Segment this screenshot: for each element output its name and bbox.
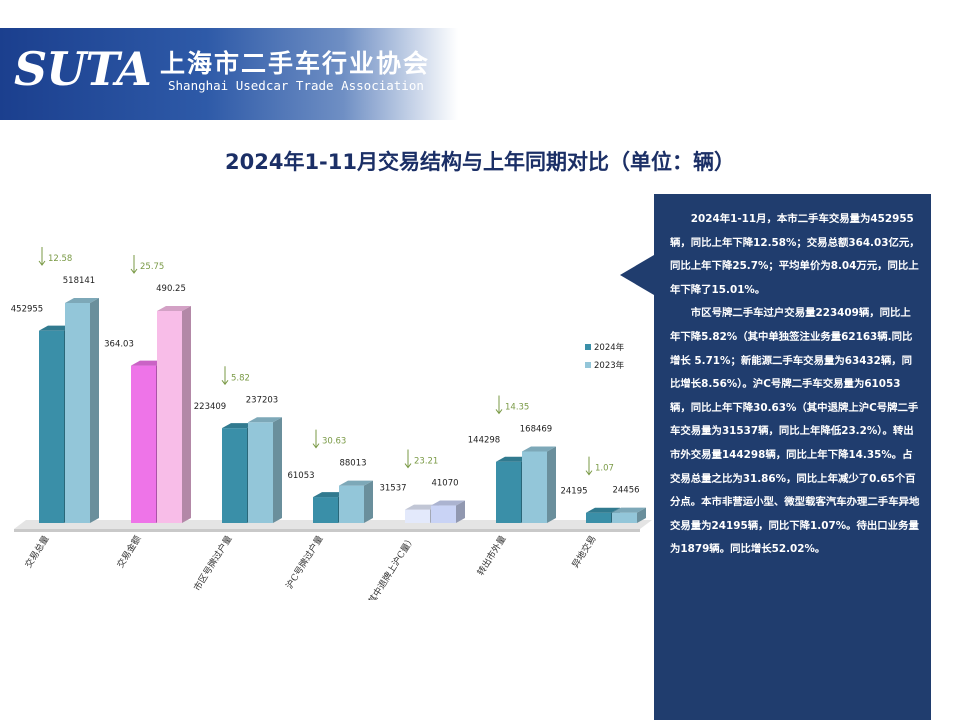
data-label-2023-5: 168469 xyxy=(520,424,552,434)
category-label-4: （其中退牌上沪C量） xyxy=(361,533,418,600)
change-label-6: 1.07 xyxy=(595,464,614,474)
data-label-2023-1: 490.25 xyxy=(156,284,186,294)
category-label-5: 转出市外量 xyxy=(475,533,509,578)
data-label-2024-4: 31537 xyxy=(379,484,406,494)
org-name-cn: 上海市二手车行业协会 xyxy=(160,49,431,78)
bar-2023-6 xyxy=(612,507,646,523)
bar-2023-1 xyxy=(157,306,191,523)
chart-floor-edge xyxy=(14,529,640,532)
change-label-2: 5.82 xyxy=(231,373,250,383)
change-arrow-head-3 xyxy=(312,443,320,449)
category-label-0: 交易总量 xyxy=(22,533,51,570)
change-arrow-head-0 xyxy=(38,260,46,266)
legend-swatch-1 xyxy=(585,362,591,368)
legend-label-0: 2024年 xyxy=(594,342,625,353)
change-label-5: 14.35 xyxy=(505,402,529,412)
change-label-3: 30.63 xyxy=(322,437,346,447)
bar-2023-2 xyxy=(248,417,282,523)
data-label-2023-0: 518141 xyxy=(63,276,95,286)
bar-2023-5 xyxy=(522,446,556,523)
change-label-0: 12.58 xyxy=(48,254,72,264)
category-label-2: 市区号牌过户量 xyxy=(191,533,235,593)
bar-chart: 452955 518141 12.58 交易总量 364.03 490.25 25.75 交易… xyxy=(11,247,652,600)
change-label-4: 23.21 xyxy=(414,457,438,467)
data-label-2023-2: 237203 xyxy=(246,395,278,405)
bar-2023-4 xyxy=(431,500,465,523)
slide-title: 2024年1-11月交易结构与上年同期对比（单位：辆） xyxy=(225,150,735,174)
legend-label-1: 2023年 xyxy=(594,360,625,371)
data-label-2024-1: 364.03 xyxy=(104,340,134,350)
change-arrow-head-2 xyxy=(221,379,229,386)
org-name-en: Shanghai Usedcar Trade Association xyxy=(168,78,424,93)
data-label-2024-0: 452955 xyxy=(11,305,43,315)
callout-pointer xyxy=(620,255,654,295)
notes-paragraph-1: 2024年1-11月，本市二手车交易量为452955辆，同比上年下降12.58%… xyxy=(670,213,920,296)
change-arrow-head-4 xyxy=(404,463,412,469)
change-arrow-head-6 xyxy=(585,470,593,476)
category-label-6: 异地交易 xyxy=(569,533,598,570)
logo: SUTA xyxy=(14,42,152,96)
change-label-1: 25.75 xyxy=(140,262,164,272)
category-label-3: 沪C号牌过户量 xyxy=(283,533,325,591)
notes-paragraph-2: 市区号牌二手车过户交易量223409辆，同比上年下降5.82%（其中单独签注业务… xyxy=(670,307,920,556)
header-banner: SUTA 上海市二手车行业协会 Shanghai Usedcar Trade A… xyxy=(0,28,458,120)
notes-panel: 2024年1-11月，本市二手车交易量为452955辆，同比上年下降12.58%… xyxy=(654,194,931,720)
data-label-2024-5: 144298 xyxy=(468,436,500,446)
change-arrow-head-1 xyxy=(130,268,138,274)
data-label-2024-3: 61053 xyxy=(287,471,314,481)
data-label-2023-6: 24456 xyxy=(612,486,639,496)
data-label-2023-4: 41070 xyxy=(431,479,458,489)
category-label-1: 交易金额 xyxy=(114,533,143,570)
legend-swatch-0 xyxy=(585,344,591,350)
bar-2023-0 xyxy=(65,298,99,523)
change-arrow-head-5 xyxy=(495,409,503,415)
bar-2023-3 xyxy=(339,480,373,523)
data-label-2024-2: 223409 xyxy=(194,402,226,412)
data-label-2024-6: 24195 xyxy=(560,487,587,497)
data-label-2023-3: 88013 xyxy=(339,459,366,469)
